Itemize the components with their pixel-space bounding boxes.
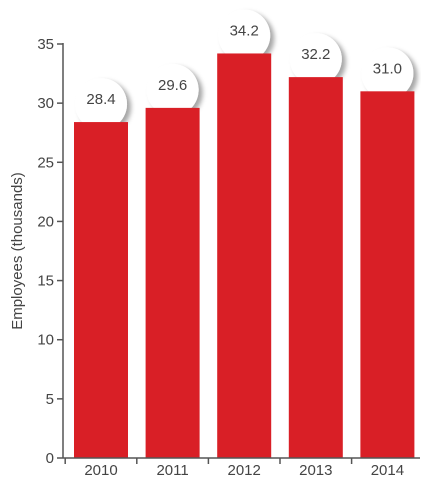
data-label-2011: 29.6 xyxy=(158,77,187,94)
x-tick-label-2013: 2013 xyxy=(299,462,332,479)
data-label-2014: 31.0 xyxy=(373,60,402,77)
data-label-bubble xyxy=(146,63,199,116)
bar-2012 xyxy=(217,53,272,458)
x-tick-label-2010: 2010 xyxy=(84,462,117,479)
data-label-2012: 34.2 xyxy=(230,22,259,39)
data-label-2010: 28.4 xyxy=(86,91,115,108)
y-tick-label: 15 xyxy=(37,273,54,290)
bar-2013 xyxy=(288,77,343,459)
y-tick-label: 5 xyxy=(46,391,54,408)
x-tick-label-2012: 2012 xyxy=(228,462,261,479)
data-label-bubble xyxy=(75,78,127,131)
data-label-bubble xyxy=(361,47,414,100)
y-axis-title: Employees (thousands) xyxy=(9,172,26,330)
data-labels: 28.4 29.6 34.2 32.2 31.0 xyxy=(86,22,402,108)
data-label-2013: 32.2 xyxy=(301,46,330,63)
y-tick-label: 0 xyxy=(46,450,54,467)
x-tick-label-2011: 2011 xyxy=(156,462,188,479)
y-tick-label: 35 xyxy=(37,36,54,53)
bars xyxy=(74,53,415,459)
bar-2014 xyxy=(360,91,415,459)
axes xyxy=(62,43,420,459)
data-label-bubbles xyxy=(75,9,414,131)
x-tick-label-2014: 2014 xyxy=(371,462,404,479)
data-label-bubble xyxy=(218,9,271,62)
data-label-bubble xyxy=(289,33,342,86)
y-tick-label: 20 xyxy=(37,213,54,230)
y-tick-label: 10 xyxy=(37,332,54,349)
y-tick-label: 30 xyxy=(37,95,54,112)
y-axis-ticks: 0 5 10 15 20 25 30 35 xyxy=(37,36,63,467)
bar-2011 xyxy=(145,107,200,459)
bar-2010 xyxy=(74,122,128,458)
y-tick-label: 25 xyxy=(37,154,54,171)
x-axis-ticks: 2010 2011 2012 2013 2014 xyxy=(64,458,404,479)
